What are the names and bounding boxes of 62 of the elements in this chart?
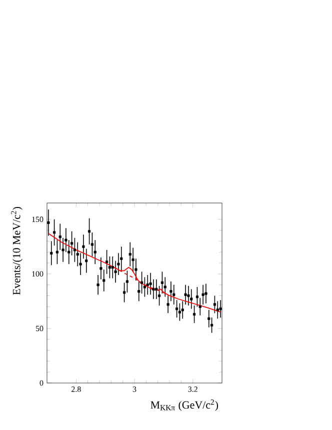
point (128, 252, 132, 256)
point (204, 292, 208, 295)
point (73, 248, 76, 252)
point (47, 221, 50, 224)
y-axis-title: Events/(10 MeV/c$^{2}$) (11, 206, 22, 295)
point (105, 260, 108, 264)
point (76, 252, 79, 256)
point (62, 248, 64, 252)
point (210, 324, 214, 326)
point (68, 250, 70, 254)
point (82, 245, 85, 248)
point (160, 281, 164, 284)
point (143, 286, 146, 288)
x-axis-title: M$_{KKπ}$ (GeV/c$^{2}$) (150, 400, 218, 411)
point (134, 268, 138, 271)
point (132, 258, 134, 262)
point (213, 303, 216, 306)
point (85, 260, 88, 262)
point (138, 290, 140, 293)
point (108, 266, 112, 269)
point (172, 293, 176, 296)
point (102, 279, 106, 282)
point (122, 291, 126, 294)
point (140, 281, 144, 284)
point (90, 243, 94, 246)
point (202, 293, 204, 296)
point (219, 308, 222, 310)
point (208, 317, 210, 320)
point (52, 231, 56, 234)
point (94, 250, 96, 254)
point (198, 305, 202, 308)
point (100, 267, 102, 270)
point (175, 308, 178, 310)
point (166, 303, 170, 306)
point (58, 236, 62, 238)
point (70, 242, 74, 245)
point (170, 290, 172, 293)
point (184, 293, 187, 296)
point (149, 282, 152, 286)
point (181, 308, 184, 312)
point (187, 294, 190, 298)
point (152, 288, 155, 290)
point (117, 262, 120, 266)
point (155, 288, 158, 290)
point (164, 286, 166, 288)
point (111, 266, 114, 269)
point (88, 230, 91, 233)
point (114, 270, 117, 274)
point (50, 252, 53, 254)
point (120, 257, 123, 260)
point (216, 308, 219, 312)
point (64, 238, 68, 242)
point (56, 250, 59, 254)
point (146, 284, 149, 286)
point (178, 310, 182, 314)
point (126, 280, 129, 283)
point (96, 284, 100, 286)
point (196, 296, 199, 298)
point (192, 312, 196, 316)
point (79, 262, 82, 266)
point (190, 298, 193, 300)
point (158, 294, 161, 298)
